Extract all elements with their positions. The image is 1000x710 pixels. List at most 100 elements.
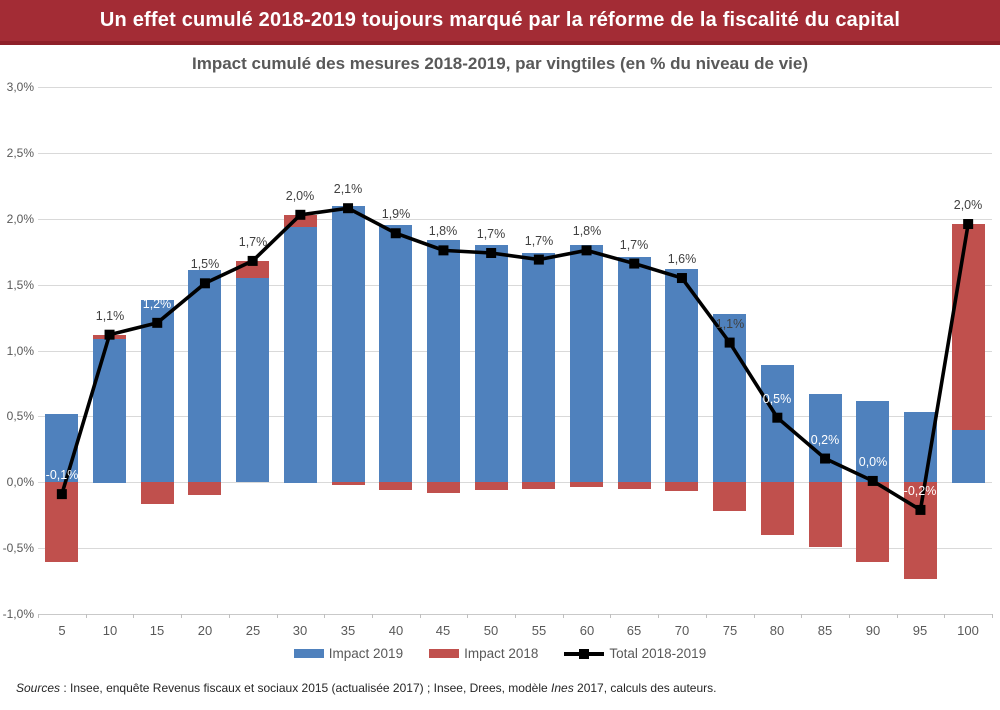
- x-tick-label: 5: [58, 623, 66, 638]
- x-tick-label: 80: [769, 623, 785, 638]
- bar-impact-2019: [475, 245, 508, 482]
- legend-label: Impact 2018: [464, 646, 539, 661]
- total-data-label: 2,0%: [285, 189, 315, 203]
- bar-impact-2018: [952, 224, 985, 430]
- y-tick-label: 2,0%: [6, 212, 34, 226]
- total-data-label: -0,2%: [903, 484, 937, 498]
- x-tick-label: 100: [957, 623, 979, 638]
- x-tick-label: 90: [865, 623, 881, 638]
- bar-impact-2018: [45, 482, 78, 562]
- chart-subtitle: Impact cumulé des mesures 2018-2019, par…: [191, 54, 809, 73]
- gridline: [38, 482, 992, 483]
- x-tick: [563, 614, 564, 618]
- x-tick-label: 25: [245, 623, 261, 638]
- bar-impact-2018: [93, 335, 126, 339]
- total-data-label: 0,0%: [858, 455, 888, 469]
- total-data-label: 1,6%: [667, 252, 697, 266]
- x-tick: [849, 614, 850, 618]
- x-tick-label: 10: [102, 623, 118, 638]
- total-data-label: 1,5%: [190, 257, 220, 271]
- total-data-label: 0,2%: [810, 433, 840, 447]
- y-tick-label: 3,0%: [6, 80, 34, 94]
- x-tick-label: 70: [674, 623, 690, 638]
- x-tick-label: 60: [579, 623, 595, 638]
- gridline: [38, 87, 992, 88]
- x-tick-label: 85: [817, 623, 833, 638]
- gridline: [38, 548, 992, 549]
- legend-item-impact-2018: Impact 2018: [429, 646, 538, 661]
- total-data-label: 1,1%: [95, 309, 125, 323]
- x-tick-label: 20: [197, 623, 213, 638]
- x-tick: [372, 614, 373, 618]
- total-data-label: 1,1%: [715, 317, 745, 331]
- x-tick: [897, 614, 898, 618]
- total-data-label: 1,7%: [238, 235, 268, 249]
- x-tick: [420, 614, 421, 618]
- y-tick-label: 0,5%: [6, 409, 34, 423]
- bar-impact-2018: [188, 482, 221, 495]
- x-tick: [467, 614, 468, 618]
- total-data-label: 1,7%: [476, 227, 506, 241]
- x-tick-label: 30: [292, 623, 308, 638]
- total-data-label: 2,0%: [953, 198, 983, 212]
- bar-impact-2018: [475, 482, 508, 490]
- bar-impact-2019: [332, 206, 365, 483]
- total-data-label: 1,7%: [619, 238, 649, 252]
- x-tick: [658, 614, 659, 618]
- x-tick: [992, 614, 993, 618]
- y-tick-label: 1,0%: [6, 344, 34, 358]
- bar-impact-2018: [236, 261, 269, 278]
- x-tick: [944, 614, 945, 618]
- x-tick: [324, 614, 325, 618]
- x-tick-label: 35: [340, 623, 356, 638]
- legend-item-total-2018-2019: Total 2018-2019: [564, 646, 706, 661]
- y-tick-label: -1,0%: [2, 607, 34, 621]
- bar-impact-2018: [141, 482, 174, 504]
- bar-impact-2019: [618, 257, 651, 482]
- bar-impact-2018: [427, 482, 460, 493]
- chart-legend: Impact 2019 Impact 2018 Total 2018-2019: [0, 646, 1000, 661]
- x-tick: [38, 614, 39, 618]
- bar-impact-2018: [809, 482, 842, 547]
- legend-label: Total 2018-2019: [609, 646, 707, 661]
- x-tick: [133, 614, 134, 618]
- bar-impact-2018: [618, 482, 651, 489]
- x-tick-label: 65: [626, 623, 642, 638]
- total-data-label: 1,8%: [428, 224, 458, 238]
- x-tick-label: 95: [912, 623, 928, 638]
- bar-impact-2019: [188, 270, 221, 482]
- title-banner: Un effet cumulé 2018-2019 toujours marqu…: [0, 0, 1000, 45]
- x-tick-label: 55: [531, 623, 547, 638]
- x-tick: [181, 614, 182, 618]
- total-data-label: 1,8%: [572, 224, 602, 238]
- x-tick-label: 15: [149, 623, 165, 638]
- bar-impact-2019: [856, 401, 889, 483]
- bar-impact-2019: [665, 269, 698, 482]
- page-title: Un effet cumulé 2018-2019 toujours marqu…: [99, 9, 901, 31]
- bar-impact-2018: [761, 482, 794, 535]
- x-tick: [277, 614, 278, 618]
- x-tick: [801, 614, 802, 618]
- total-data-label: 0,5%: [762, 392, 792, 406]
- bar-impact-2019: [570, 245, 603, 482]
- total-data-label: -0,1%: [45, 468, 79, 482]
- legend-swatch-icon: [293, 649, 324, 658]
- sources-text-2: 2017, calculs des auteurs.: [573, 681, 717, 695]
- x-tick-label: 50: [483, 623, 499, 638]
- bar-impact-2019: [284, 227, 317, 483]
- bar-impact-2019: [904, 412, 937, 482]
- bar-impact-2019: [522, 253, 555, 482]
- y-tick-label: 2,5%: [6, 146, 34, 160]
- bar-impact-2019: [236, 278, 269, 482]
- x-tick-label: 40: [388, 623, 404, 638]
- bar-impact-2019: [761, 365, 794, 482]
- sources-text-1: Insee, enquête Revenus fiscaux et sociau…: [70, 681, 552, 695]
- y-tick-label: -0,5%: [2, 541, 34, 555]
- x-tick: [610, 614, 611, 618]
- bar-impact-2019: [379, 225, 412, 482]
- gridline: [38, 153, 992, 154]
- legend-label: Impact 2019: [328, 646, 404, 661]
- bar-impact-2019: [713, 314, 746, 483]
- gridline: [38, 416, 992, 417]
